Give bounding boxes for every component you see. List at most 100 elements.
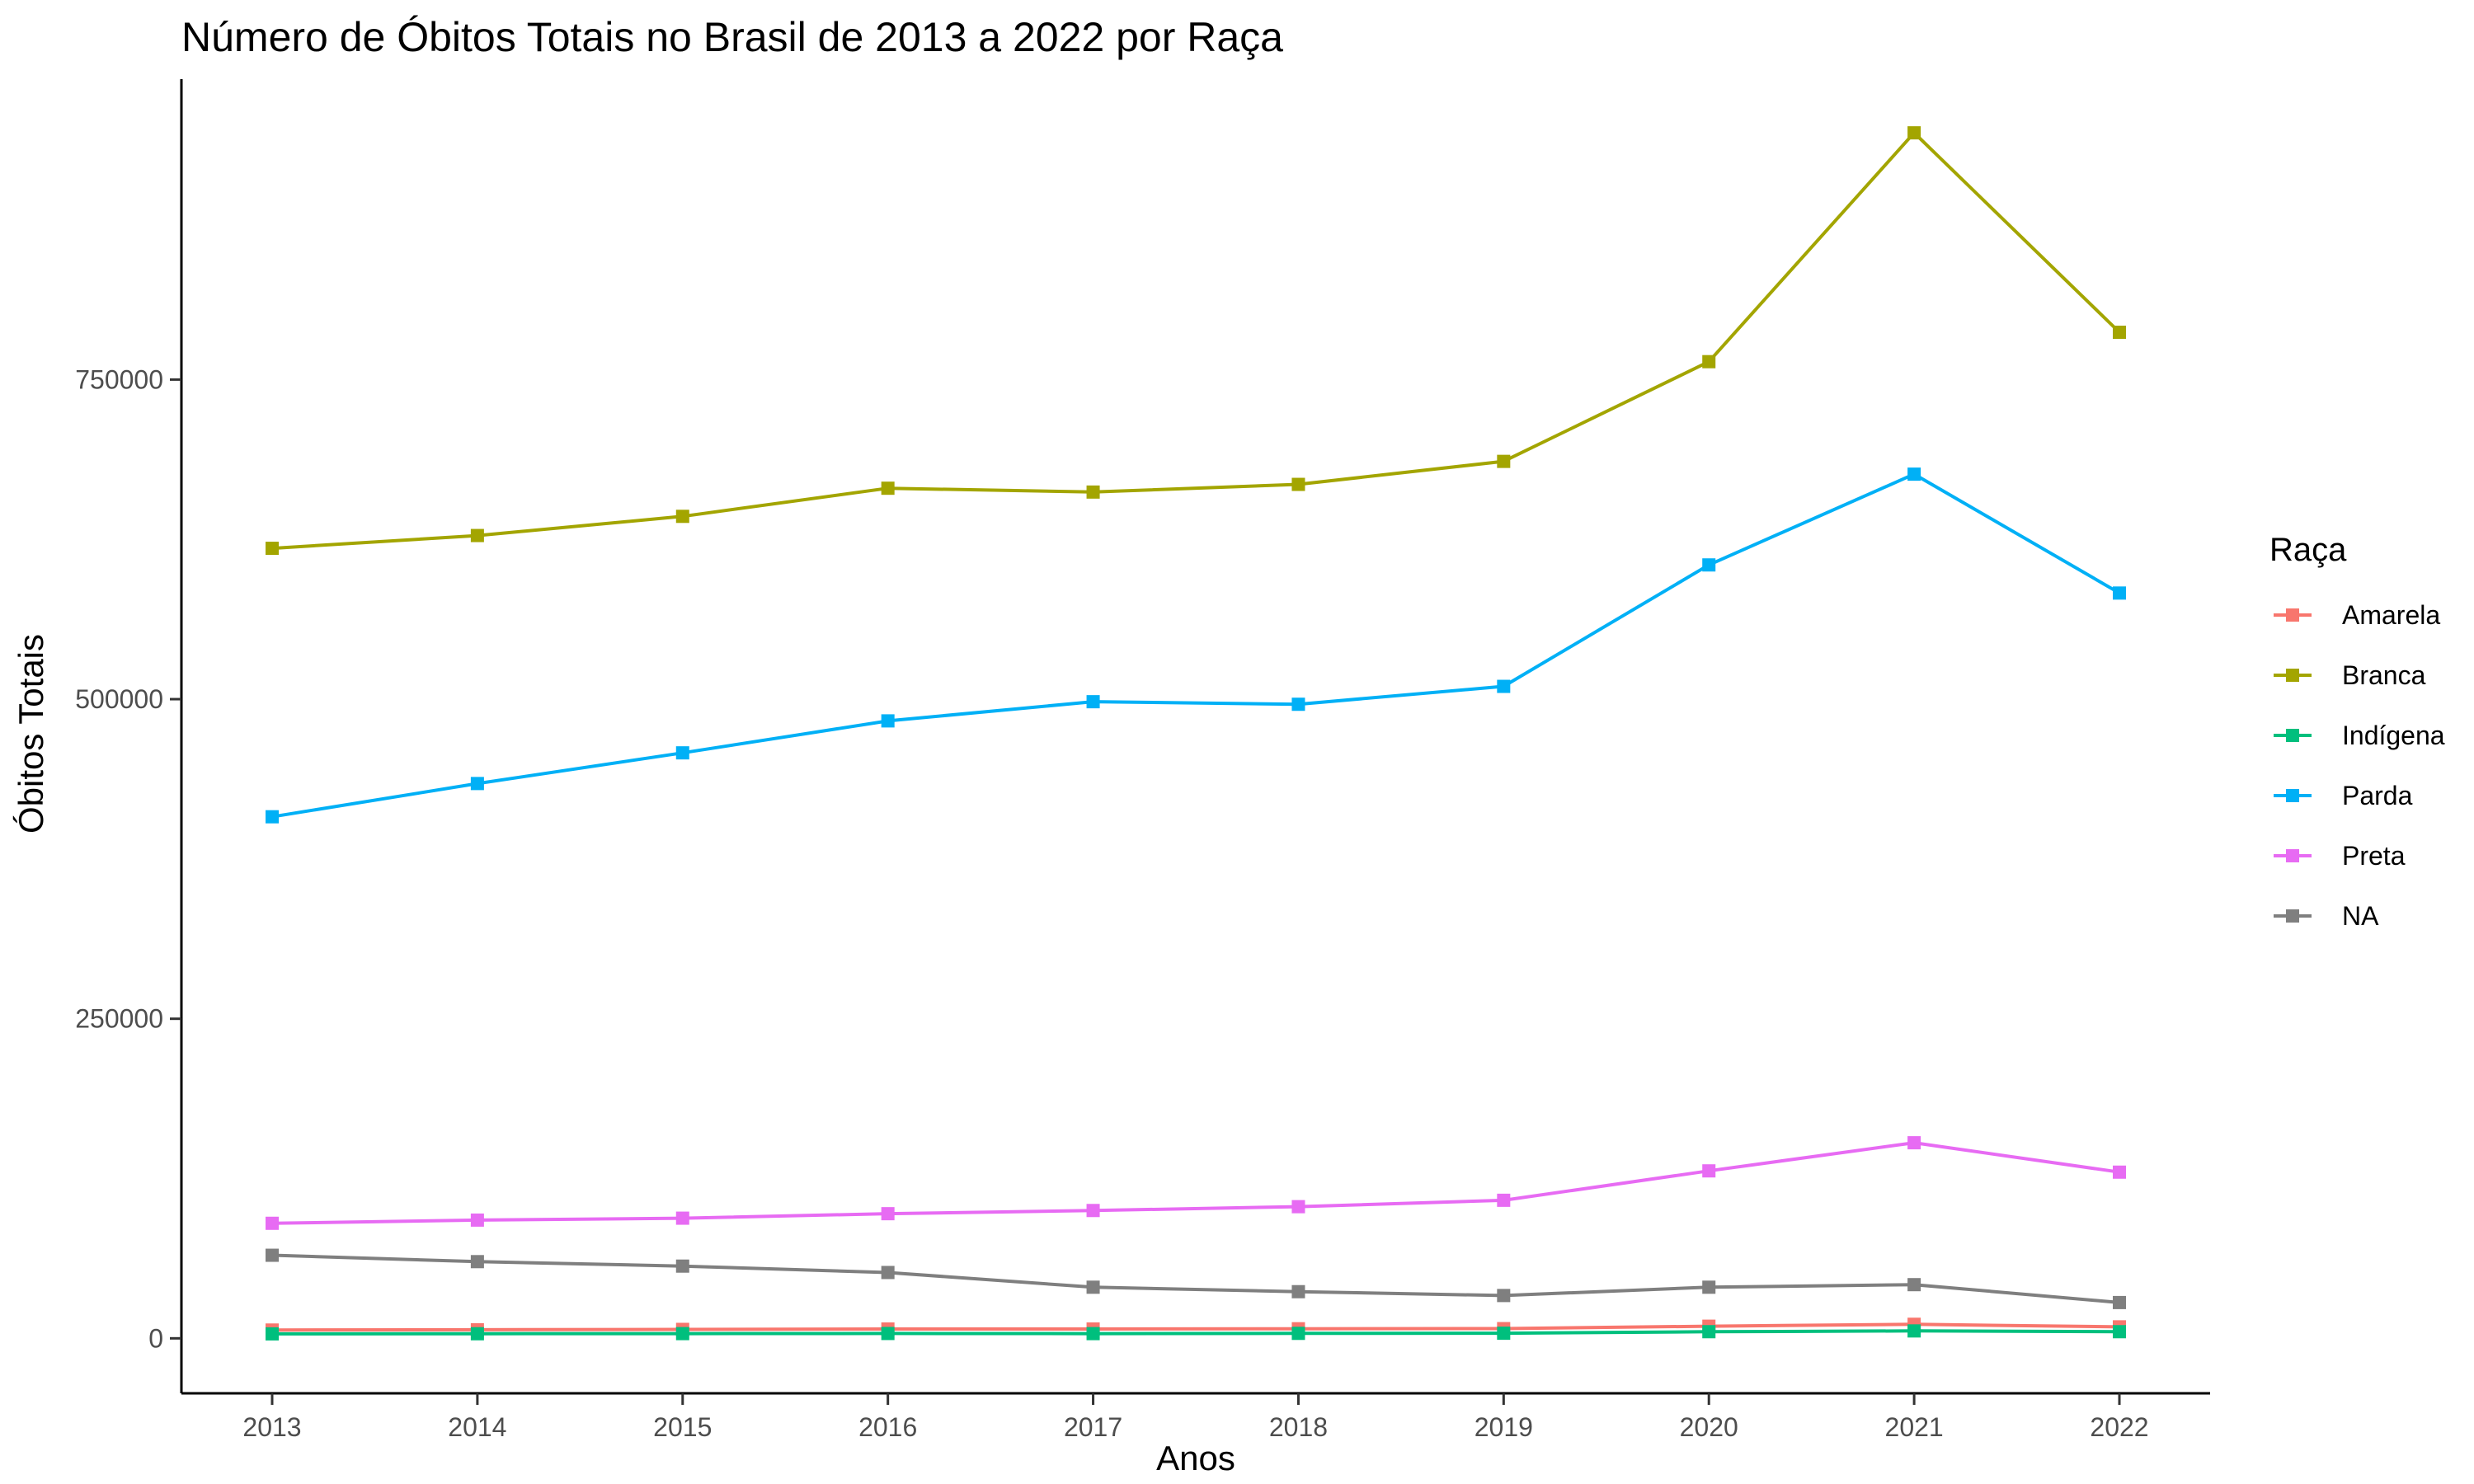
data-point-indigena	[1702, 1325, 1716, 1339]
data-point-preta	[1291, 1200, 1305, 1214]
x-tick-label: 2022	[2090, 1412, 2148, 1442]
data-point-na	[1291, 1284, 1305, 1298]
data-point-preta	[470, 1213, 484, 1227]
x-tick-label: 2018	[1269, 1412, 1328, 1442]
data-point-indigena	[675, 1327, 689, 1341]
data-point-branca	[1907, 126, 1921, 140]
data-point-parda	[881, 714, 895, 728]
data-point-preta	[2113, 1165, 2126, 1179]
data-point-na	[1497, 1289, 1511, 1303]
legend-key-marker	[2286, 669, 2299, 682]
y-ticks: 0 250000 500000 750000	[75, 364, 181, 1353]
data-point-preta	[266, 1216, 279, 1230]
data-point-branca	[1497, 454, 1511, 468]
data-point-na	[1907, 1278, 1921, 1292]
series-parda	[266, 467, 2126, 824]
data-point-na	[470, 1255, 484, 1269]
y-axis-title: Óbitos Totais	[12, 634, 50, 834]
data-point-parda	[2113, 586, 2126, 600]
data-point-branca	[675, 510, 689, 524]
y-tick-label: 750000	[75, 364, 163, 394]
data-point-na	[1086, 1280, 1100, 1294]
data-point-indigena	[266, 1327, 279, 1341]
x-tick-label: 2017	[1064, 1412, 1122, 1442]
x-tick-label: 2021	[1885, 1412, 1944, 1442]
data-point-branca	[266, 542, 279, 556]
x-tick-label: 2014	[448, 1412, 506, 1442]
data-point-preta	[1907, 1136, 1921, 1150]
data-point-indigena	[2113, 1325, 2126, 1339]
data-point-preta	[881, 1207, 895, 1221]
legend-label: NA	[2342, 901, 2379, 931]
legend-key-marker	[2286, 729, 2299, 742]
legend-label: Preta	[2342, 841, 2406, 871]
series-line-amarela	[271, 1322, 2120, 1332]
legend-key-marker	[2286, 849, 2299, 862]
series-line-branca	[271, 131, 2121, 551]
data-point-parda	[1497, 679, 1511, 693]
data-point-indigena	[1086, 1327, 1100, 1341]
y-tick-label: 500000	[75, 684, 163, 714]
legend-title: Raça	[2269, 532, 2347, 568]
series-indigena	[266, 1324, 2126, 1341]
series-line-na	[271, 1253, 2120, 1304]
series-line-parda	[271, 472, 2121, 819]
legend-item-amarela: Amarela	[2274, 600, 2440, 630]
data-point-indigena	[881, 1327, 895, 1341]
y-tick-label: 0	[148, 1323, 163, 1353]
x-tick-label: 2016	[858, 1412, 917, 1442]
data-point-parda	[675, 746, 689, 760]
data-point-parda	[1291, 697, 1305, 711]
legend-item-indigena: Indígena	[2274, 721, 2445, 750]
data-point-preta	[1086, 1204, 1100, 1218]
legend-item-preta: Preta	[2274, 841, 2406, 871]
series-line-indigena	[271, 1329, 2120, 1336]
series-preta	[266, 1136, 2126, 1230]
x-tick-label: 2019	[1475, 1412, 1533, 1442]
data-point-indigena	[1907, 1324, 1921, 1338]
data-point-indigena	[1497, 1327, 1511, 1341]
legend-label: Indígena	[2342, 721, 2445, 750]
legend-item-na: NA	[2274, 901, 2379, 931]
legend-item-parda: Parda	[2274, 781, 2413, 810]
data-point-branca	[1291, 477, 1305, 491]
data-point-branca	[881, 481, 895, 495]
data-point-na	[881, 1266, 895, 1280]
data-point-branca	[1086, 485, 1100, 499]
x-tick-label: 2015	[653, 1412, 712, 1442]
data-point-parda	[1907, 467, 1921, 481]
data-point-indigena	[1291, 1327, 1305, 1341]
x-axis-title: Anos	[1156, 1439, 1235, 1477]
data-point-indigena	[470, 1327, 484, 1341]
legend: Raça Amarela Branca Indígena Parda Preta NA	[2269, 532, 2445, 931]
chart-title: Número de Óbitos Totais no Brasil de 201…	[181, 14, 1283, 60]
series-branca	[266, 126, 2126, 556]
data-point-branca	[470, 528, 484, 542]
legend-key-marker	[2286, 608, 2299, 622]
series-na	[266, 1248, 2126, 1309]
x-tick-label: 2013	[242, 1412, 301, 1442]
data-point-parda	[1702, 558, 1716, 572]
data-point-branca	[2113, 326, 2126, 340]
x-tick-label: 2020	[1680, 1412, 1738, 1442]
x-ticks: 2013 2014 2015 2016 2017 2018 2019 2020 2021 2022	[242, 1393, 2149, 1442]
legend-label: Branca	[2342, 660, 2426, 690]
data-point-na	[266, 1248, 279, 1262]
legend-key-marker	[2286, 789, 2299, 802]
series-layer	[266, 126, 2126, 1341]
y-tick-label: 250000	[75, 1004, 163, 1034]
data-point-na	[2113, 1295, 2126, 1309]
series-line-preta	[271, 1141, 2120, 1225]
data-point-parda	[266, 810, 279, 824]
data-point-parda	[1086, 695, 1100, 709]
legend-key-marker	[2286, 909, 2299, 923]
data-point-parda	[470, 777, 484, 791]
legend-label: Amarela	[2342, 600, 2440, 630]
legend-item-branca: Branca	[2274, 660, 2426, 690]
data-point-na	[1702, 1280, 1716, 1294]
legend-label: Parda	[2342, 781, 2413, 810]
data-point-na	[675, 1259, 689, 1273]
data-point-preta	[675, 1211, 689, 1225]
data-point-branca	[1702, 355, 1716, 369]
